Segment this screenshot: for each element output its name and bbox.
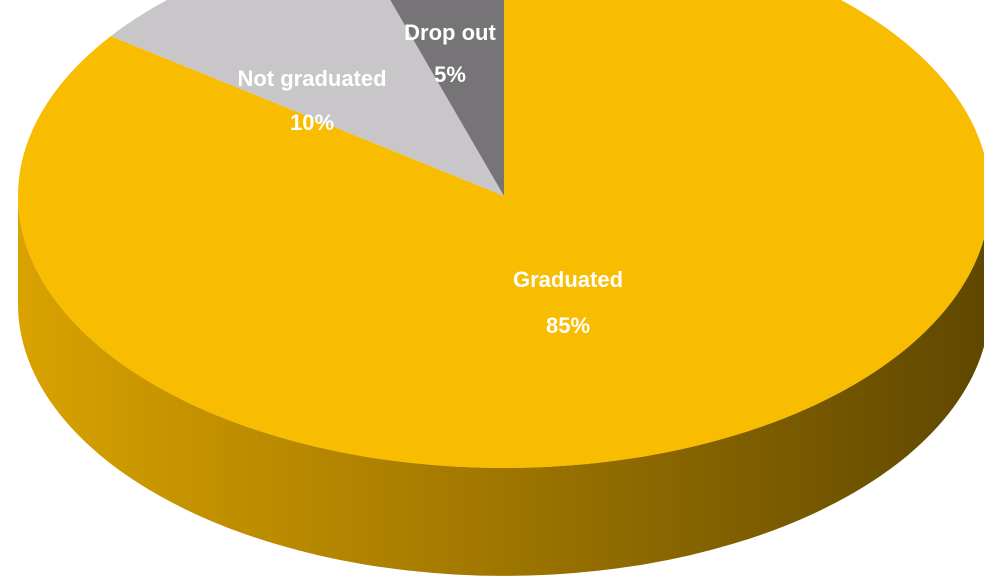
pie-data-labels: Graduated 85% Not graduated 10% Drop out 5%: [237, 20, 623, 338]
pie-side-wall: [18, 196, 984, 576]
data-label-category: Drop out: [404, 20, 496, 45]
data-label-category: Not graduated: [237, 66, 386, 91]
data-label-percent: 5%: [434, 62, 466, 87]
pie-slices: [18, 0, 984, 468]
pie-slice-drop-out: [390, 0, 504, 196]
data-label-percent: 85%: [546, 313, 590, 338]
pie-slice-not-graduated: [110, 0, 504, 196]
pie-slice-graduated: [18, 0, 984, 468]
pie-side-wall-graduated: [18, 196, 984, 576]
data-label-category: Graduated: [513, 267, 623, 292]
data-label-percent: 10%: [290, 110, 334, 135]
